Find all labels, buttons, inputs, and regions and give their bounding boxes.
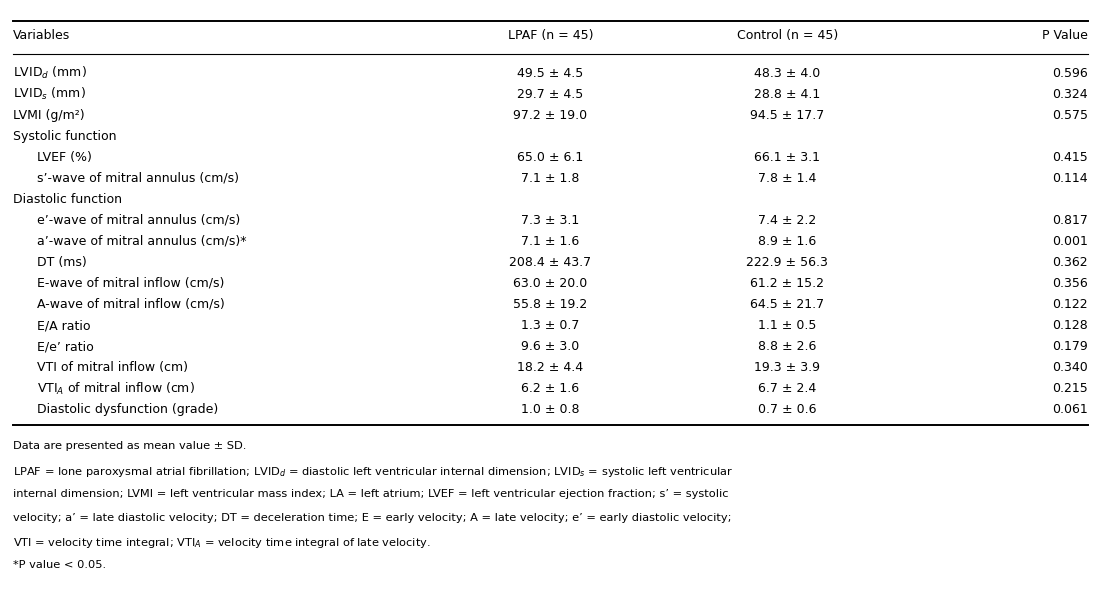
Text: 28.8 ± 4.1: 28.8 ± 4.1 — [754, 88, 820, 101]
Text: 8.9 ± 1.6: 8.9 ± 1.6 — [759, 235, 816, 248]
Text: LVID$_s$ (mm): LVID$_s$ (mm) — [13, 86, 86, 102]
Text: internal dimension; LVMI = left ventricular mass index; LA = left atrium; LVEF =: internal dimension; LVMI = left ventricu… — [13, 489, 729, 499]
Text: 7.3 ± 3.1: 7.3 ± 3.1 — [522, 214, 579, 227]
Text: LVID$_d$ (mm): LVID$_d$ (mm) — [13, 65, 87, 81]
Text: 0.215: 0.215 — [1053, 382, 1088, 395]
Text: Diastolic function: Diastolic function — [13, 193, 122, 206]
Text: Systolic function: Systolic function — [13, 130, 117, 142]
Text: 0.356: 0.356 — [1053, 277, 1088, 290]
Text: 208.4 ± 43.7: 208.4 ± 43.7 — [510, 256, 591, 269]
Text: 9.6 ± 3.0: 9.6 ± 3.0 — [522, 340, 579, 353]
Text: 6.7 ± 2.4: 6.7 ± 2.4 — [759, 382, 816, 395]
Text: 0.114: 0.114 — [1053, 172, 1088, 185]
Text: 0.817: 0.817 — [1051, 214, 1088, 227]
Text: LPAF (n = 45): LPAF (n = 45) — [508, 29, 593, 42]
Text: Control (n = 45): Control (n = 45) — [737, 29, 838, 42]
Text: e’-wave of mitral annulus (cm/s): e’-wave of mitral annulus (cm/s) — [37, 214, 241, 227]
Text: 66.1 ± 3.1: 66.1 ± 3.1 — [754, 151, 820, 164]
Text: velocity; a’ = late diastolic velocity; DT = deceleration time; E = early veloci: velocity; a’ = late diastolic velocity; … — [13, 513, 732, 523]
Text: 0.061: 0.061 — [1053, 403, 1088, 416]
Text: 8.8 ± 2.6: 8.8 ± 2.6 — [757, 340, 817, 353]
Text: 0.575: 0.575 — [1051, 108, 1088, 122]
Text: E/A ratio: E/A ratio — [37, 319, 91, 332]
Text: E/e’ ratio: E/e’ ratio — [37, 340, 95, 353]
Text: 0.128: 0.128 — [1053, 319, 1088, 332]
Text: 97.2 ± 19.0: 97.2 ± 19.0 — [513, 108, 588, 122]
Text: Diastolic dysfunction (grade): Diastolic dysfunction (grade) — [37, 403, 219, 416]
Text: P Value: P Value — [1042, 29, 1088, 42]
Text: 94.5 ± 17.7: 94.5 ± 17.7 — [750, 108, 825, 122]
Text: LVEF (%): LVEF (%) — [37, 151, 92, 164]
Text: Data are presented as mean value ± SD.: Data are presented as mean value ± SD. — [13, 441, 247, 451]
Text: 55.8 ± 19.2: 55.8 ± 19.2 — [513, 298, 588, 311]
Text: 65.0 ± 6.1: 65.0 ± 6.1 — [517, 151, 584, 164]
Text: 0.362: 0.362 — [1053, 256, 1088, 269]
Text: 49.5 ± 4.5: 49.5 ± 4.5 — [517, 67, 584, 80]
Text: 0.001: 0.001 — [1051, 235, 1088, 248]
Text: 7.4 ± 2.2: 7.4 ± 2.2 — [759, 214, 816, 227]
Text: 7.1 ± 1.8: 7.1 ± 1.8 — [521, 172, 580, 185]
Text: a’-wave of mitral annulus (cm/s)*: a’-wave of mitral annulus (cm/s)* — [37, 235, 247, 248]
Text: DT (ms): DT (ms) — [37, 256, 87, 269]
Text: 0.122: 0.122 — [1053, 298, 1088, 311]
Text: 63.0 ± 20.0: 63.0 ± 20.0 — [513, 277, 588, 290]
Text: VTI$_A$ of mitral inflow (cm): VTI$_A$ of mitral inflow (cm) — [37, 381, 195, 397]
Text: 61.2 ± 15.2: 61.2 ± 15.2 — [750, 277, 825, 290]
Text: VTI of mitral inflow (cm): VTI of mitral inflow (cm) — [37, 361, 188, 374]
Text: A-wave of mitral inflow (cm/s): A-wave of mitral inflow (cm/s) — [37, 298, 226, 311]
Text: 6.2 ± 1.6: 6.2 ± 1.6 — [522, 382, 579, 395]
Text: 0.596: 0.596 — [1053, 67, 1088, 80]
Text: 0.179: 0.179 — [1053, 340, 1088, 353]
Text: 1.0 ± 0.8: 1.0 ± 0.8 — [521, 403, 580, 416]
Text: LPAF = lone paroxysmal atrial fibrillation; LVID$_d$ = diastolic left ventricula: LPAF = lone paroxysmal atrial fibrillati… — [13, 465, 733, 479]
Text: 0.7 ± 0.6: 0.7 ± 0.6 — [757, 403, 817, 416]
Text: s’-wave of mitral annulus (cm/s): s’-wave of mitral annulus (cm/s) — [37, 172, 239, 185]
Text: 1.3 ± 0.7: 1.3 ± 0.7 — [521, 319, 580, 332]
Text: 1.1 ± 0.5: 1.1 ± 0.5 — [757, 319, 817, 332]
Text: 222.9 ± 56.3: 222.9 ± 56.3 — [746, 256, 828, 269]
Text: 19.3 ± 3.9: 19.3 ± 3.9 — [754, 361, 820, 374]
Text: *P value < 0.05.: *P value < 0.05. — [13, 560, 107, 570]
Text: Variables: Variables — [13, 29, 70, 42]
Text: 7.8 ± 1.4: 7.8 ± 1.4 — [757, 172, 817, 185]
Text: 0.324: 0.324 — [1053, 88, 1088, 101]
Text: 7.1 ± 1.6: 7.1 ± 1.6 — [522, 235, 579, 248]
Text: E-wave of mitral inflow (cm/s): E-wave of mitral inflow (cm/s) — [37, 277, 225, 290]
Text: 64.5 ± 21.7: 64.5 ± 21.7 — [750, 298, 825, 311]
Text: 0.415: 0.415 — [1053, 151, 1088, 164]
Text: 29.7 ± 4.5: 29.7 ± 4.5 — [517, 88, 584, 101]
Text: 0.340: 0.340 — [1053, 361, 1088, 374]
Text: VTI = velocity time integral; VTI$_A$ = velocity time integral of late velocity.: VTI = velocity time integral; VTI$_A$ = … — [13, 536, 430, 550]
Text: LVMI (g/m²): LVMI (g/m²) — [13, 108, 85, 122]
Text: 48.3 ± 4.0: 48.3 ± 4.0 — [754, 67, 820, 80]
Text: 18.2 ± 4.4: 18.2 ± 4.4 — [517, 361, 584, 374]
